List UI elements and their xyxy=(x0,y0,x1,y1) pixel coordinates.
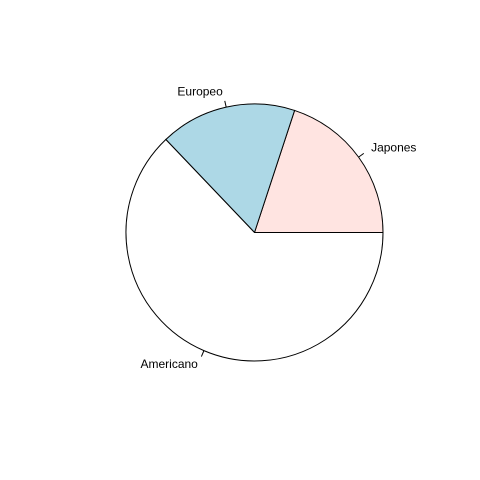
pie-slices xyxy=(125,103,384,362)
slice-label-japones: Japones xyxy=(371,140,416,154)
pie-labels: Japones Europeo Americano xyxy=(140,84,416,371)
slice-label-americano: Americano xyxy=(140,357,198,371)
leader-line-americano xyxy=(200,350,205,357)
pie-slice-europeo xyxy=(165,103,296,234)
slice-label-europeo: Europeo xyxy=(177,84,223,98)
leader-line-japones xyxy=(358,152,365,158)
leader-line-europeo xyxy=(224,100,227,108)
pie-slice-japones xyxy=(253,109,384,233)
